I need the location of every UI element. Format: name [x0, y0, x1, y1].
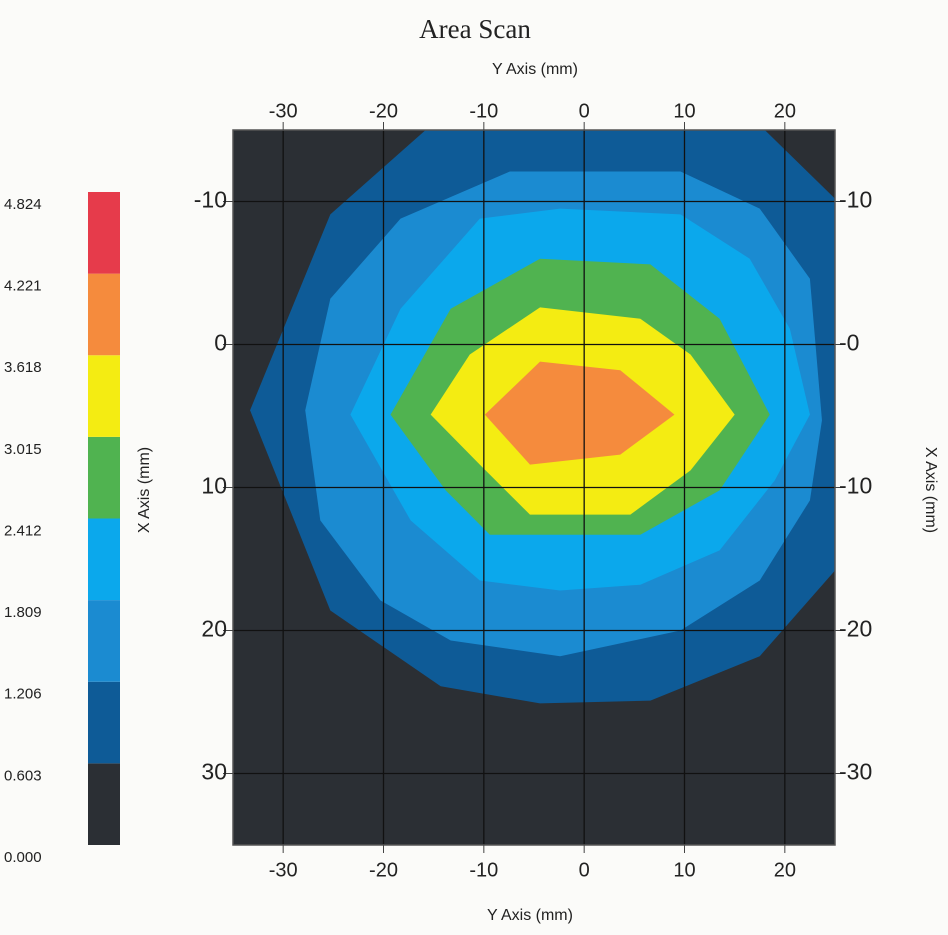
y-tick-label: -10: [194, 187, 227, 213]
colorbar-band: [88, 192, 120, 274]
x-axis-label-top: Y Axis (mm): [492, 61, 578, 78]
y-tick-label: 30: [201, 759, 227, 785]
y2-tick-label: -30: [839, 759, 872, 785]
y-axis-label-right: X Axis (mm): [922, 447, 939, 533]
colorbar-label: 1.809: [4, 604, 42, 621]
x-tick-label-bottom: 20: [774, 859, 796, 881]
x-tick-label-bottom: -20: [369, 859, 398, 881]
colorbar-band: [88, 600, 120, 682]
colorbar-band: [88, 273, 120, 356]
colorbar-label: 3.618: [4, 359, 42, 376]
x-tick-label-top: 0: [579, 100, 590, 122]
colorbar-label: 4.221: [4, 278, 42, 295]
colorbar-label: 3.015: [4, 441, 42, 458]
y-tick-label: 20: [201, 616, 227, 642]
colorbar-band: [88, 436, 120, 519]
x-axis-label-bottom: Y Axis (mm): [487, 907, 573, 924]
colorbar-label: 2.412: [4, 522, 42, 539]
x-tick-label-top: -20: [369, 100, 398, 122]
colorbar-label: 0.000: [4, 849, 42, 866]
x-tick-label-top: 10: [673, 100, 695, 122]
y2-tick-label: -10: [839, 473, 872, 499]
y-axis-label-left: X Axis (mm): [136, 447, 153, 533]
colorbar-band: [88, 763, 120, 845]
plot-area: [233, 130, 835, 845]
x-tick-label-bottom: -30: [269, 859, 298, 881]
y-tick-label: 0: [214, 330, 227, 356]
x-tick-label-bottom: 10: [673, 859, 695, 881]
y2-tick-label: -20: [839, 616, 872, 642]
y2-tick-label: -10: [839, 187, 872, 213]
x-tick-label-top: -10: [469, 100, 498, 122]
y-tick-label: 10: [201, 473, 227, 499]
contour-region: [484, 361, 675, 465]
x-tick-label-bottom: 0: [579, 859, 590, 881]
x-tick-label-bottom: -10: [469, 859, 498, 881]
colorbar-band: [88, 355, 120, 437]
colorbar-label: 1.206: [4, 686, 42, 703]
colorbar-band: [88, 681, 120, 764]
colorbar-label: 4.824: [4, 196, 42, 213]
y2-tick-label: -0: [839, 330, 859, 356]
colorbar-label: 0.603: [4, 767, 42, 784]
x-tick-label-top: 20: [774, 100, 796, 122]
x-tick-label-top: -30: [269, 100, 298, 122]
chart-title: Area Scan: [419, 14, 531, 44]
colorbar-band: [88, 518, 120, 601]
